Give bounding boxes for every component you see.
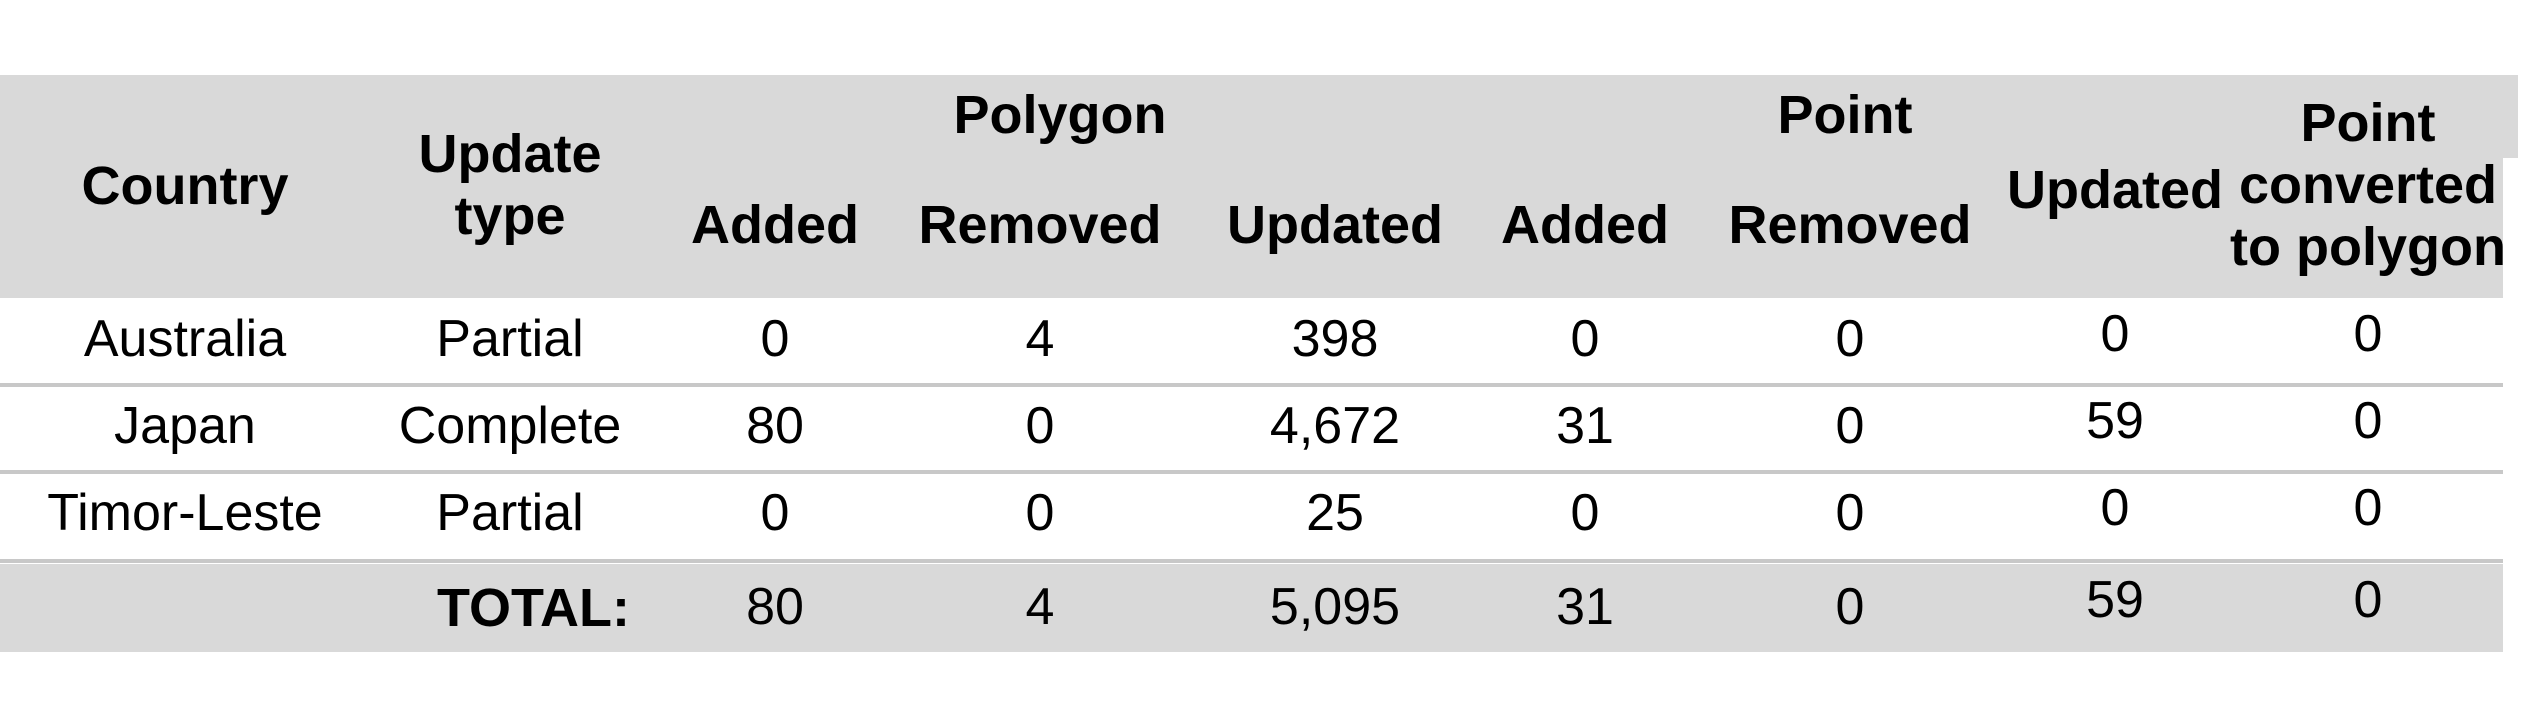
- header-point-added: Added: [1501, 194, 1669, 255]
- header-polygon-added: Added: [691, 194, 859, 255]
- header-band-top: [0, 75, 2518, 158]
- cell-update-type: Complete: [398, 397, 622, 456]
- cell-polygon-added: 0: [760, 484, 790, 543]
- total-divider: [0, 559, 2503, 563]
- header-update-type-line2: type: [454, 186, 566, 246]
- cell-country: Timor-Leste: [47, 484, 323, 543]
- cell-point-added: 0: [1570, 484, 1600, 543]
- total-label: TOTAL:: [437, 577, 630, 638]
- cell-polygon-removed: 0: [1025, 484, 1055, 543]
- cell-update-type: Partial: [436, 310, 584, 369]
- cell-point-converted: 0: [2353, 392, 2383, 451]
- header-polygon-updated: Updated: [1227, 194, 1443, 255]
- total-point-converted: 0: [2353, 571, 2383, 630]
- header-point-updated: Updated: [2007, 159, 2223, 220]
- header-update-type-line1: Update: [418, 123, 602, 184]
- total-polygon-updated: 5,095: [1269, 578, 1401, 637]
- cell-point-converted: 0: [2353, 479, 2383, 538]
- total-band: [0, 564, 2503, 652]
- header-update-type: Update type: [370, 105, 650, 265]
- cell-country: Australia: [83, 310, 287, 369]
- cell-polygon-updated: 4,672: [1269, 397, 1401, 456]
- cell-polygon-removed: 0: [1025, 397, 1055, 456]
- header-point-converted-line2: converted: [2238, 154, 2498, 215]
- cell-polygon-added: 0: [760, 310, 790, 369]
- header-group-polygon: Polygon: [953, 84, 1167, 145]
- cell-polygon-updated: 398: [1291, 310, 1379, 369]
- cell-point-added: 0: [1570, 310, 1600, 369]
- header-polygon-removed: Removed: [918, 194, 1162, 255]
- cell-point-removed: 0: [1835, 310, 1865, 369]
- total-point-added: 31: [1556, 578, 1614, 637]
- cell-polygon-added: 80: [746, 397, 804, 456]
- cell-point-added: 31: [1556, 397, 1614, 456]
- header-point-converted: Point converted to polygon: [2218, 70, 2518, 300]
- row-divider: [0, 383, 2503, 387]
- cell-polygon-updated: 25: [1306, 484, 1364, 543]
- header-point-removed: Removed: [1728, 194, 1972, 255]
- cell-point-updated: 59: [2086, 392, 2144, 451]
- cell-polygon-removed: 4: [1025, 310, 1055, 369]
- total-polygon-removed: 4: [1025, 578, 1055, 637]
- total-point-removed: 0: [1835, 578, 1865, 637]
- header-point-converted-line1: Point: [2300, 92, 2436, 153]
- total-point-updated: 59: [2086, 571, 2144, 630]
- cell-point-updated: 0: [2100, 305, 2130, 364]
- header-group-point: Point: [1777, 84, 1913, 145]
- cell-point-converted: 0: [2353, 305, 2383, 364]
- header-country: Country: [81, 156, 289, 217]
- row-divider: [0, 470, 2503, 474]
- header-point-converted-line3: to polygon: [2230, 217, 2506, 278]
- cell-point-removed: 0: [1835, 397, 1865, 456]
- total-polygon-added: 80: [746, 578, 804, 637]
- cell-country: Japan: [114, 397, 256, 456]
- cell-update-type: Partial: [436, 484, 584, 543]
- cell-point-removed: 0: [1835, 484, 1865, 543]
- cell-point-updated: 0: [2100, 479, 2130, 538]
- header-band-bottom: [0, 158, 2503, 298]
